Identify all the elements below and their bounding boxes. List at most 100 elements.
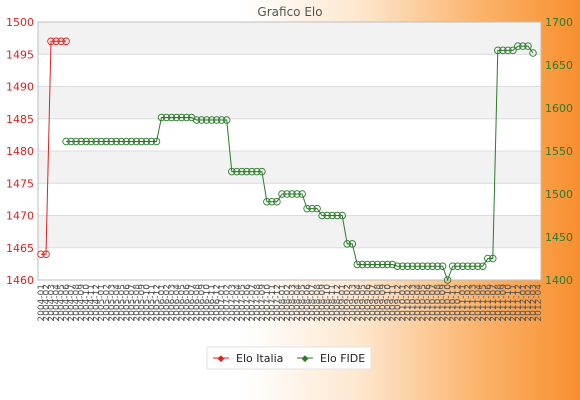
legend-box	[206, 346, 372, 370]
grid-band	[38, 151, 541, 184]
x-tick-label: 2010-07	[429, 284, 439, 322]
x-tick-label: 2008-11	[328, 284, 338, 322]
data-point-elo-fide	[217, 116, 226, 124]
x-tick-label: 2010-08	[434, 284, 444, 322]
x-tick-label: 2008-05	[298, 284, 308, 322]
data-point-elo-fide	[313, 204, 321, 213]
legend-marker-elo-italia: ◆	[218, 354, 225, 364]
right-tick-label: 1500	[545, 188, 573, 201]
data-point-elo-fide	[228, 167, 236, 176]
data-point-elo-fide	[308, 204, 316, 213]
x-tick-label: 2008-02	[283, 284, 293, 322]
data-point-elo-fide	[97, 137, 105, 146]
data-point-elo-fide	[448, 262, 457, 270]
data-point-elo-fide	[388, 260, 397, 269]
x-tick-label: 2007-11	[268, 284, 278, 322]
grid-band	[38, 247, 541, 280]
x-tick-label: 2007-02	[223, 284, 233, 322]
x-tick-label: 2004-02	[42, 284, 52, 322]
x-tick-label: 2006-03	[168, 284, 178, 322]
data-point-elo-fide	[353, 260, 362, 269]
x-tick-label: 2011-08	[494, 284, 504, 322]
right-tick-label: 1450	[545, 231, 573, 244]
x-tick-label: 2004-10	[82, 284, 92, 322]
data-point-elo-fide	[253, 167, 261, 176]
x-tick-label: 2011-02	[464, 284, 474, 322]
grid-band	[38, 54, 541, 87]
left-tick-label: 1475	[6, 177, 34, 190]
legend-label-elo-fide: Elo FIDE	[320, 352, 365, 365]
grid-band	[38, 215, 541, 248]
x-tick-label: 2007-07	[248, 284, 258, 322]
left-tick-label: 1495	[6, 48, 34, 61]
data-point-elo-fide	[463, 262, 472, 270]
data-point-elo-fide	[207, 116, 216, 124]
legend: ◆ Elo Italia ◆ Elo FIDE	[206, 346, 372, 370]
x-tick-label: 2012-02	[524, 284, 534, 322]
plot-frame	[37, 21, 542, 281]
x-tick-label: 2011-09	[499, 284, 509, 322]
right-tick-label: 1550	[545, 145, 573, 158]
x-tick-label: 2008-09	[318, 284, 328, 322]
data-point-elo-fide	[122, 137, 131, 146]
data-point-elo-fide	[418, 262, 427, 270]
left-tick-label: 1490	[6, 81, 34, 94]
x-tick-label: 2009-10	[383, 284, 393, 322]
x-tick-label: 2008-12	[333, 284, 343, 322]
data-point-elo-fide	[263, 197, 271, 206]
x-tick-label: 2006-01	[157, 284, 167, 322]
legend-item-elo-italia[interactable]: ◆ Elo Italia	[213, 352, 283, 365]
x-tick-label: 2006-04	[173, 284, 183, 322]
legend-label-elo-italia: Elo Italia	[236, 352, 283, 365]
data-point-elo-fide	[499, 46, 507, 55]
x-tick-label: 2008-06	[303, 284, 313, 322]
x-tick-label: 2008-08	[313, 284, 323, 322]
x-tick-label: 2005-12	[152, 284, 162, 322]
data-point-elo-fide	[383, 260, 392, 269]
x-axis: 2004-012004-022004-032004-042004-052004-…	[37, 284, 544, 322]
data-point-elo-fide	[278, 190, 286, 198]
x-tick-label: 2005-05	[117, 284, 127, 322]
left-tick-label: 1500	[6, 16, 34, 29]
x-tick-label: 2010-09	[439, 284, 449, 322]
x-tick-label: 2006-12	[213, 284, 223, 322]
x-tick-label: 2008-01	[278, 284, 288, 322]
data-point-elo-fide	[333, 211, 341, 220]
x-tick-label: 2005-04	[112, 284, 122, 322]
x-tick-label: 2010-06	[424, 284, 434, 322]
x-tick-label: 2011-07	[489, 284, 499, 322]
x-tick-label: 2011-12	[514, 284, 524, 322]
x-tick-label: 2006-10	[203, 284, 213, 322]
x-tick-label: 2011-03	[469, 284, 479, 322]
data-point-elo-fide	[162, 113, 171, 122]
data-point-elo-fide	[147, 137, 156, 146]
x-tick-label: 2005-03	[107, 284, 117, 322]
data-point-elo-fide	[222, 116, 231, 124]
x-tick-label: 2010-03	[408, 284, 418, 322]
data-point-elo-fide	[318, 211, 326, 220]
series-layer	[37, 37, 537, 284]
x-tick-label: 2006-08	[193, 284, 203, 322]
x-tick-label: 2007-06	[243, 284, 253, 322]
data-point-elo-fide	[413, 262, 422, 270]
x-tick-label: 2009-09	[378, 284, 388, 322]
data-point-elo-fide	[283, 190, 291, 198]
x-tick-label: 2006-06	[183, 284, 193, 322]
data-point-elo-fide	[197, 116, 206, 124]
x-tick-label: 2005-06	[122, 284, 132, 322]
data-point-elo-fide	[177, 113, 186, 122]
x-tick-label: 2011-10	[504, 284, 514, 322]
x-tick-label: 2012-04	[534, 284, 544, 322]
data-point-elo-fide	[238, 167, 246, 176]
grid-band	[38, 86, 541, 119]
x-tick-label: 2005-02	[102, 284, 112, 322]
legend-item-elo-fide[interactable]: ◆ Elo FIDE	[297, 352, 365, 365]
data-point-elo-fide	[77, 137, 85, 146]
data-point-elo-fide	[117, 137, 126, 146]
x-tick-label: 2010-02	[403, 284, 413, 322]
data-point-elo-fide	[373, 260, 382, 269]
data-point-elo-fide	[112, 137, 121, 146]
data-point-elo-fide	[67, 137, 75, 146]
x-tick-label: 2007-05	[238, 284, 248, 322]
x-tick-label: 2004-05	[57, 284, 67, 322]
